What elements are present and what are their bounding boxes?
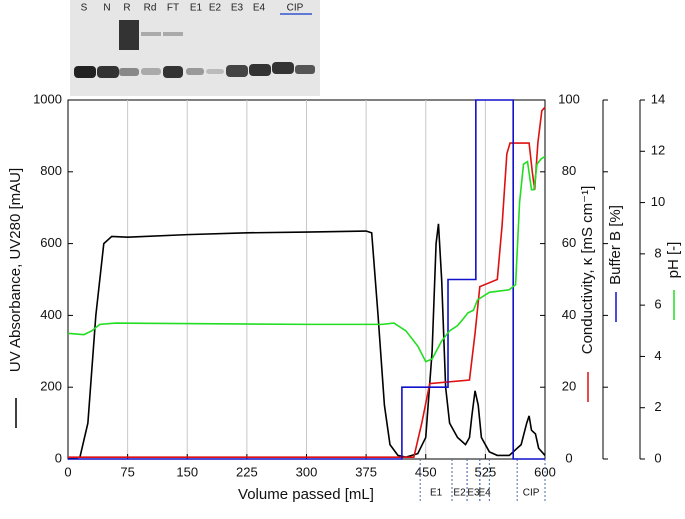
y3-tick-label: 14 [651, 91, 665, 106]
y3-tick-label: 2 [654, 399, 661, 414]
y3-tick-label: 0 [654, 450, 661, 465]
gel-lane-label: N [103, 3, 110, 14]
y2-tick-label: 0 [565, 450, 572, 465]
y-tick-label: 1000 [33, 91, 62, 106]
gel-lane-label: Rd [144, 3, 157, 14]
fraction-label: E3 [467, 488, 480, 499]
gel-lane-label: E3 [231, 3, 244, 14]
x-tick-label: 525 [475, 464, 497, 479]
buffer-axis-title: Buffer B [%] [607, 205, 624, 285]
fraction-label: CIP [523, 488, 540, 499]
y2-tick-label: 100 [558, 91, 580, 106]
gel-lane-label: FT [167, 3, 179, 14]
y3-axis-title: pH [-] [665, 242, 682, 279]
y-tick-label: 800 [40, 163, 62, 178]
gel-lane-label: E4 [253, 3, 266, 14]
y2-tick-label: 60 [562, 235, 576, 250]
fraction-label: E1 [430, 488, 443, 499]
y-axis-title: UV Absorbance, UV280 [mAU] [7, 168, 24, 372]
y2-tick-label: 80 [562, 163, 576, 178]
series-line [67, 155, 546, 363]
gel-lane-label: E1 [190, 3, 203, 14]
fraction-label: E4 [478, 488, 491, 499]
y3-tick-label: 12 [651, 143, 665, 158]
y3-tick-label: 6 [654, 297, 661, 312]
x-tick-label: 150 [176, 464, 198, 479]
y2-tick-label: 40 [562, 307, 576, 322]
gel-lane-label: S [81, 3, 88, 14]
y-tick-label: 600 [40, 235, 62, 250]
gel-lane-label: R [123, 3, 130, 14]
gel-lane-label: E2 [209, 3, 222, 14]
gel-lane-label: CIP [287, 3, 304, 14]
series-line [68, 99, 545, 460]
y2-axis-title: Conductivity, κ [mS cm⁻¹] [579, 186, 596, 355]
gel-image [70, 0, 320, 96]
x-tick-label: 450 [415, 464, 437, 479]
x-tick-label: 75 [120, 464, 134, 479]
y-tick-label: 200 [40, 379, 62, 394]
x-tick-label: 375 [355, 464, 377, 479]
x-axis-title: Volume passed [mL] [238, 486, 374, 503]
series-line [67, 223, 546, 460]
x-tick-label: 225 [236, 464, 258, 479]
y3-tick-label: 8 [654, 245, 661, 260]
fraction-label: E2 [453, 488, 466, 499]
y-tick-label: 0 [55, 450, 62, 465]
y2-tick-label: 20 [562, 379, 576, 394]
y-tick-label: 400 [40, 307, 62, 322]
y3-tick-label: 4 [654, 348, 661, 363]
x-tick-label: 0 [64, 464, 71, 479]
x-tick-label: 300 [296, 464, 318, 479]
y3-tick-label: 10 [651, 194, 665, 209]
